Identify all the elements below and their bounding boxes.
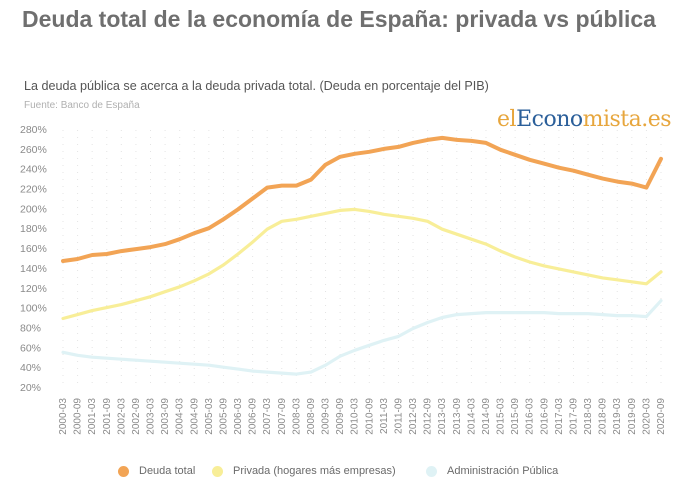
y-tick-label: 40% [20, 362, 41, 374]
legend-item-administracion-publica[interactable]: Administración Pública [426, 465, 558, 477]
x-tick-label: 2014-09 [481, 398, 492, 435]
y-tick-label: 140% [20, 263, 47, 275]
series-line-administracion-publica [61, 299, 663, 376]
series-line-deuda-total [61, 135, 663, 263]
x-tick-label: 2018-09 [598, 398, 609, 435]
x-tick-label: 2011-09 [393, 398, 404, 434]
x-tick-label: 2004-03 [175, 398, 186, 435]
x-tick-label: 2014-03 [466, 398, 477, 435]
x-tick-label: 2000-09 [73, 398, 84, 435]
y-tick-label: 260% [20, 144, 47, 156]
legend-label: Privada (hogares más empresas) [233, 465, 396, 477]
chart-grid [62, 130, 662, 388]
x-tick-label: 2001-09 [102, 398, 113, 435]
x-tick-label: 2010-03 [350, 398, 361, 435]
legend-dot-icon [426, 465, 437, 477]
x-tick-label: 2012-03 [408, 398, 419, 435]
x-tick-label: 2000-03 [58, 398, 69, 435]
y-tick-label: 180% [20, 223, 47, 235]
logo-part-el: el [497, 107, 517, 132]
y-tick-label: 80% [20, 322, 41, 334]
x-tick-label: 2002-03 [116, 398, 127, 435]
x-tick-label: 2013-03 [437, 398, 448, 435]
chart-title: Deuda total de la economía de España: pr… [22, 6, 656, 32]
x-tick-label: 2020-03 [641, 398, 652, 435]
legend-dot-icon [212, 465, 223, 477]
y-tick-label: 20% [20, 382, 41, 394]
x-tick-label: 2002-09 [131, 398, 142, 435]
x-tick-label: 2003-09 [160, 398, 171, 435]
x-tick-label: 2009-09 [335, 398, 346, 435]
publisher-logo: elEconomista.es [497, 107, 672, 132]
x-tick-label: 2016-09 [539, 398, 550, 435]
x-tick-label: 2007-09 [277, 398, 288, 435]
x-tick-label: 2017-09 [568, 398, 579, 435]
x-tick-label: 2017-03 [554, 398, 565, 435]
legend-dot-icon [118, 465, 129, 477]
y-tick-label: 240% [20, 164, 47, 176]
x-tick-label: 2001-03 [87, 398, 98, 435]
y-tick-label: 60% [20, 342, 41, 354]
x-tick-label: 2020-09 [656, 398, 667, 435]
logo-part-mista: mista.es [582, 107, 672, 132]
x-tick-label: 2010-09 [364, 398, 375, 435]
y-tick-label: 160% [20, 243, 47, 255]
series-lines [61, 135, 663, 376]
x-tick-label: 2012-09 [423, 398, 434, 435]
y-tick-label: 120% [20, 283, 47, 295]
y-tick-label: 220% [20, 184, 47, 196]
x-tick-label: 2018-03 [583, 398, 594, 435]
x-tick-label: 2016-03 [525, 398, 536, 435]
x-tick-label: 2005-03 [204, 398, 215, 435]
series-line-privada [61, 207, 663, 321]
x-tick-label: 2006-09 [248, 398, 259, 435]
legend-label: Deuda total [139, 465, 196, 477]
y-tick-label: 280% [20, 124, 47, 136]
x-tick-label: 2011-03 [379, 398, 390, 434]
x-tick-label: 2005-09 [218, 398, 229, 435]
legend-item-deuda-total[interactable]: Deuda total [118, 465, 195, 477]
x-axis: 2000-03 2000-09 2001-03 2001-09 2002-03 2002-… [58, 398, 667, 435]
x-tick-label: 2008-03 [291, 398, 302, 435]
x-tick-label: 2015-09 [510, 398, 521, 435]
chart-subtitle: La deuda pública se acerca a la deuda pr… [24, 79, 489, 93]
x-tick-label: 2015-03 [496, 398, 507, 435]
legend-item-privada[interactable]: Privada (hogares más empresas) [212, 465, 396, 477]
x-tick-label: 2008-09 [306, 398, 317, 435]
x-tick-label: 2006-03 [233, 398, 244, 435]
y-axis: 20% 40% 60% 80% 100% 120% 140% 160% 180% 200% 220%… [20, 124, 47, 394]
x-tick-label: 2019-09 [627, 398, 638, 435]
x-tick-label: 2013-09 [452, 398, 463, 435]
chart-legend: Deuda total Privada (hogares más empresa… [0, 465, 690, 483]
x-tick-label: 2004-09 [189, 398, 200, 435]
x-tick-label: 2019-03 [612, 398, 623, 435]
x-tick-label: 2003-03 [146, 398, 157, 435]
x-tick-label: 2009-03 [321, 398, 332, 435]
chart-source: Fuente: Banco de España [24, 100, 140, 111]
logo-part-econo: Econo [516, 107, 583, 132]
legend-label: Administración Pública [447, 465, 559, 477]
y-tick-label: 100% [20, 303, 47, 315]
x-tick-label: 2007-03 [262, 398, 273, 435]
y-tick-label: 200% [20, 203, 47, 215]
